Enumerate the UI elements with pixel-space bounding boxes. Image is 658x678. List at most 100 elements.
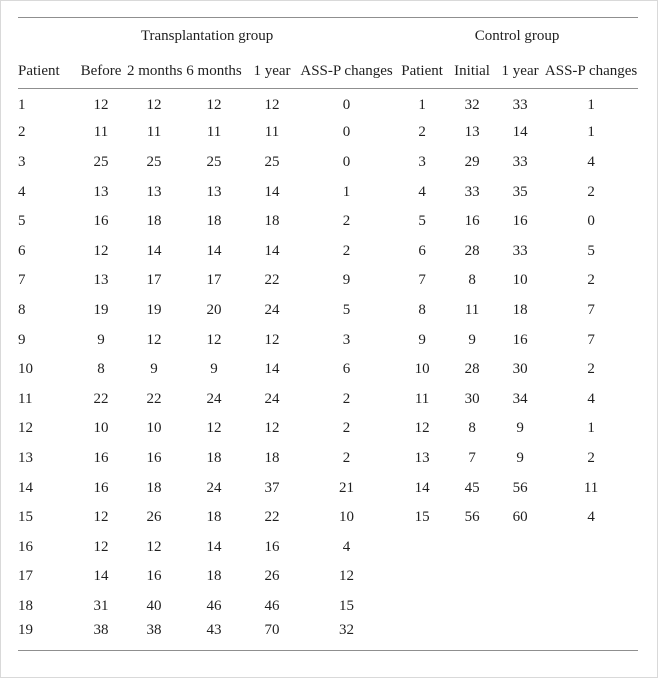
table-cell bbox=[496, 562, 544, 592]
table-cell: 1 bbox=[18, 97, 26, 114]
table-row: 10 8 9 9 14 6 10 28 30 2 bbox=[18, 355, 638, 385]
table-cell: 24 bbox=[206, 390, 222, 407]
table-cell: 6 bbox=[342, 361, 351, 378]
table-cell: 18 bbox=[206, 568, 222, 585]
table-cell: 14 bbox=[206, 242, 222, 259]
table-body: 1 12 12 12 12 0 1 32 33 1 2 11 11 11 11 0 2 13 14 1 3 25 25 25 2… bbox=[18, 89, 639, 651]
table-cell: 2 bbox=[18, 124, 26, 141]
table-row: 13 16 16 18 18 2 13 7 9 2 bbox=[18, 444, 638, 474]
table-cell: 70 bbox=[264, 622, 280, 639]
table-cell: 15 bbox=[414, 509, 430, 526]
table-cell bbox=[396, 592, 448, 622]
column-header-row: Patient Before 2 months 6 months 1 year ASS-P… bbox=[18, 56, 638, 89]
table-cell: 30 bbox=[512, 361, 528, 378]
table-cell: 14 bbox=[206, 538, 222, 555]
table-cell: 25 bbox=[93, 153, 109, 170]
table-cell: 12 bbox=[264, 420, 280, 437]
table-cell: 17 bbox=[146, 272, 162, 289]
table-cell: 9 bbox=[468, 331, 476, 348]
table-cell: 37 bbox=[264, 479, 280, 496]
table-cell: 43 bbox=[206, 622, 222, 639]
table-row: 17 14 16 18 26 12 bbox=[18, 562, 638, 592]
table-cell: 1 bbox=[342, 183, 351, 200]
table-cell: 4 bbox=[587, 153, 595, 170]
table-cell: 26 bbox=[146, 509, 162, 526]
table-cell: 18 bbox=[264, 213, 280, 230]
table-cell: 7 bbox=[587, 301, 595, 318]
table-cell: 5 bbox=[587, 242, 595, 259]
group-header-transplantation: Transplantation group bbox=[18, 17, 397, 56]
column-header-3: 2 months bbox=[127, 63, 183, 80]
column-header-5: 1 year bbox=[253, 63, 291, 80]
table-cell: 12 bbox=[18, 420, 33, 437]
table-cell: 16 bbox=[93, 479, 109, 496]
table-cell: 26 bbox=[264, 568, 280, 585]
table-cell: 16 bbox=[93, 449, 109, 466]
table-cell: 25 bbox=[206, 153, 222, 170]
table-cell: 46 bbox=[264, 597, 280, 614]
table-cell: 12 bbox=[146, 538, 162, 555]
table-cell: 11 bbox=[18, 390, 33, 407]
table-cell: 12 bbox=[414, 420, 430, 437]
table-cell: 2 bbox=[342, 390, 351, 407]
table-cell: 11 bbox=[414, 390, 430, 407]
table-cell: 32 bbox=[339, 622, 355, 639]
table-cell: 5 bbox=[18, 213, 26, 230]
column-header-7: Patient bbox=[401, 63, 443, 80]
table-cell: 13 bbox=[146, 183, 162, 200]
table-row: 1 12 12 12 12 0 1 32 33 1 bbox=[18, 89, 638, 119]
column-header-9: 1 year bbox=[501, 63, 539, 80]
table-cell bbox=[448, 532, 496, 562]
table-cell: 60 bbox=[512, 509, 528, 526]
table-row: 4 13 13 13 14 1 4 33 35 2 bbox=[18, 177, 638, 207]
table-cell: 12 bbox=[146, 97, 162, 114]
table-row: 14 16 18 24 37 21 14 45 56 11 bbox=[18, 473, 638, 503]
table-cell: 12 bbox=[93, 509, 109, 526]
table-cell bbox=[496, 592, 544, 622]
table-cell: 11 bbox=[583, 479, 599, 496]
table-cell: 18 bbox=[206, 449, 222, 466]
table-cell: 13 bbox=[206, 183, 222, 200]
table-cell: 5 bbox=[342, 301, 351, 318]
table-cell: 11 bbox=[206, 124, 222, 141]
table-row: 15 12 26 18 22 10 15 56 60 4 bbox=[18, 503, 638, 533]
table-cell: 0 bbox=[587, 213, 595, 230]
table-cell: 45 bbox=[464, 479, 480, 496]
table-cell: 30 bbox=[464, 390, 480, 407]
table-cell: 17 bbox=[206, 272, 222, 289]
table-cell: 16 bbox=[512, 331, 528, 348]
table-cell: 18 bbox=[18, 597, 33, 614]
table-row: 16 12 12 14 16 4 bbox=[18, 532, 638, 562]
table-cell: 10 bbox=[18, 361, 33, 378]
table-cell: 46 bbox=[206, 597, 222, 614]
table-cell: 3 bbox=[18, 153, 26, 170]
table-cell: 9 bbox=[516, 449, 524, 466]
table-cell: 2 bbox=[587, 272, 595, 289]
table-cell: 12 bbox=[339, 568, 355, 585]
table-cell: 21 bbox=[339, 479, 355, 496]
table-cell: 0 bbox=[342, 124, 351, 141]
table-cell: 2 bbox=[342, 213, 351, 230]
table-cell: 12 bbox=[146, 331, 162, 348]
table-cell: 33 bbox=[512, 242, 528, 259]
table-cell: 7 bbox=[18, 272, 26, 289]
table-cell: 12 bbox=[93, 538, 109, 555]
table-cell: 56 bbox=[464, 509, 480, 526]
table-cell: 12 bbox=[206, 331, 222, 348]
table-cell: 18 bbox=[264, 449, 280, 466]
table-row: 12 10 10 12 12 2 12 8 9 1 bbox=[18, 414, 638, 444]
table-cell: 13 bbox=[93, 272, 109, 289]
table-cell: 1 bbox=[418, 97, 426, 114]
table-row: 3 25 25 25 25 0 3 29 33 4 bbox=[18, 148, 638, 178]
table-cell bbox=[544, 621, 638, 651]
table-cell: 15 bbox=[18, 509, 33, 526]
table-cell: 4 bbox=[587, 390, 595, 407]
column-header-4: 6 months bbox=[186, 63, 242, 80]
table-cell: 14 bbox=[512, 124, 528, 141]
table-cell: 16 bbox=[264, 538, 280, 555]
table-cell: 8 bbox=[468, 420, 476, 437]
table-cell: 38 bbox=[146, 622, 162, 639]
table-cell: 16 bbox=[93, 213, 109, 230]
table-cell: 10 bbox=[512, 272, 528, 289]
table-cell: 4 bbox=[342, 538, 351, 555]
